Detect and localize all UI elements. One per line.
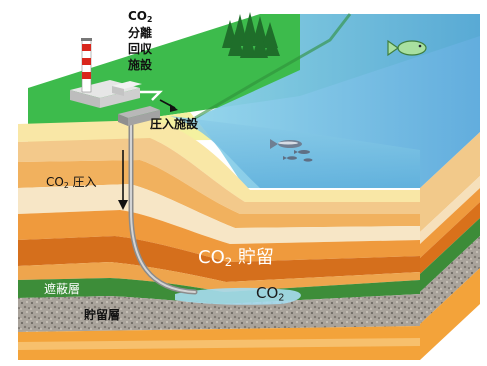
injection-facility-label: 圧入施設 — [150, 117, 199, 131]
pipeline — [140, 90, 163, 101]
reservoir-layer-label: 貯留層 — [84, 308, 121, 322]
trees-icon — [222, 12, 280, 58]
seal-layer-label: 遮蔽層 — [44, 282, 81, 296]
co2-plume — [175, 287, 301, 305]
facility-co2-label: CO2 — [128, 9, 153, 24]
fish-icon — [387, 39, 427, 57]
co2-plume-label: CO2 — [256, 284, 285, 304]
facility-line2: 回収 — [128, 42, 153, 56]
facility-line3: 施設 — [128, 58, 153, 72]
chimney-icon — [81, 38, 92, 93]
co2-storage-label: CO2 貯留 — [198, 247, 274, 269]
arrow-down-icon — [118, 150, 128, 210]
fish-school-icon — [270, 139, 313, 162]
block-front-face — [18, 116, 420, 360]
facility-line1: 分離 — [128, 26, 153, 40]
separation-facility-icon — [70, 80, 142, 108]
block-side-face — [420, 132, 480, 360]
injection-facility-icon — [118, 106, 160, 126]
co2-injection-label: CO2 圧入 — [46, 175, 97, 190]
